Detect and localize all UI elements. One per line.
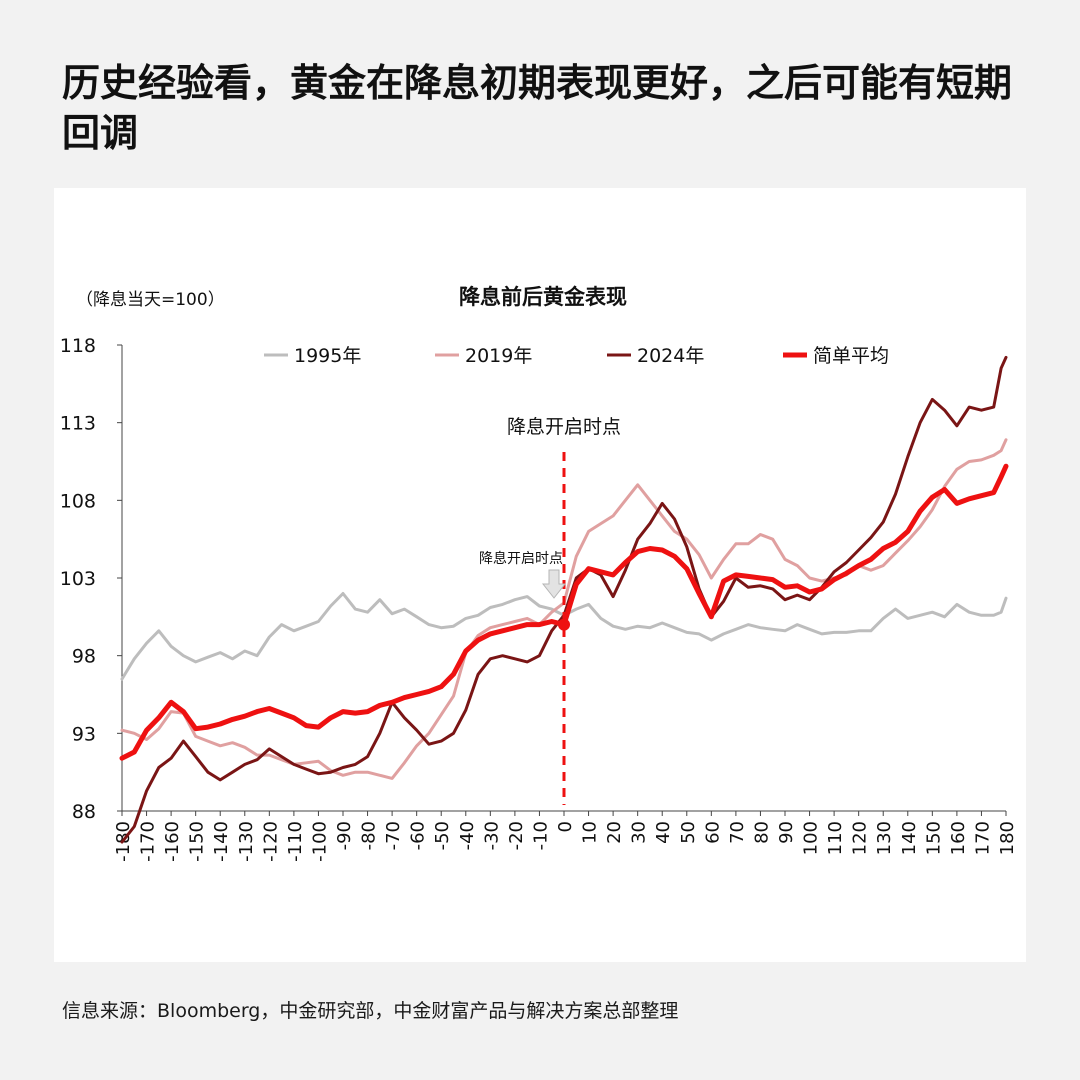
x-tick-label: -160 — [162, 821, 183, 862]
x-tick-label: -70 — [383, 821, 404, 850]
x-tick-label: -40 — [457, 821, 478, 850]
chart-card: 降息前后黄金表现 （降息当天=100） 88 93 98 103 108 113 118 -1… — [54, 188, 1026, 962]
x-tick-label: 60 — [702, 821, 723, 844]
x-tick-label: 180 — [997, 821, 1018, 855]
legend-label: 2024年 — [637, 345, 704, 367]
x-tick-label: 110 — [825, 821, 846, 855]
x-tick-label: 140 — [899, 821, 920, 855]
y-tick-label: 98 — [72, 646, 96, 668]
x-tick-label: -140 — [211, 821, 232, 862]
x-tick-label: 160 — [948, 821, 969, 855]
x-tick-label: -170 — [138, 821, 159, 862]
x-tick-label: 100 — [801, 821, 822, 855]
x-tick-label: -110 — [285, 821, 306, 862]
page-headline: 历史经验看，黄金在降息初期表现更好，之后可能有短期回调 — [62, 61, 1013, 155]
chart-legend: 1995年 2019年 2024年 简单平均 — [264, 345, 889, 367]
x-tick-label: -100 — [309, 821, 330, 862]
x-tick-label: -150 — [187, 821, 208, 862]
cut-point-marker — [558, 618, 570, 631]
x-tick-label: 130 — [874, 821, 895, 855]
x-tick-label: 80 — [751, 821, 772, 844]
down-arrow-icon — [541, 569, 567, 599]
x-tick-label: -50 — [432, 821, 453, 850]
x-tick-label: 170 — [972, 821, 993, 855]
series-line — [120, 438, 1008, 780]
x-tick-label: -130 — [236, 821, 257, 862]
x-tick-label: 70 — [727, 821, 748, 844]
y-tick-label: 103 — [60, 568, 96, 590]
x-tick-label: 30 — [629, 821, 650, 844]
x-tick-label: 20 — [604, 821, 625, 844]
y-tick-label: 88 — [72, 801, 96, 823]
series-line — [119, 463, 1009, 761]
legend-label: 1995年 — [294, 345, 361, 367]
chart-title: 降息前后黄金表现 — [459, 285, 627, 309]
x-tick-label: -80 — [359, 821, 380, 850]
x-tick-label: -120 — [260, 821, 281, 862]
x-tick-label: 150 — [923, 821, 944, 855]
x-tick-label: -10 — [530, 821, 551, 850]
x-tick-label: -60 — [408, 821, 429, 850]
cut-line-label: 降息开启时点 — [507, 416, 621, 438]
y-tick-label: 118 — [60, 335, 96, 357]
y-tick-label: 93 — [72, 723, 96, 745]
legend-label: 2019年 — [465, 345, 532, 367]
chart-lines — [119, 355, 1009, 844]
x-tick-label: 10 — [580, 821, 601, 844]
unit-note: （降息当天=100） — [76, 290, 225, 310]
x-tick-label: 0 — [555, 821, 576, 832]
legend-label: 简单平均 — [813, 345, 889, 367]
x-tick-label: -20 — [506, 821, 527, 850]
x-tick-label: 50 — [678, 821, 699, 844]
x-tick-label: 40 — [653, 821, 674, 844]
cut-arrow-label: 降息开启时点 — [479, 550, 563, 567]
y-tick-label: 108 — [60, 490, 96, 512]
x-tick-label: 90 — [776, 821, 797, 844]
x-tick-label: -30 — [481, 821, 502, 850]
y-tick-label: 113 — [60, 413, 96, 435]
source-note: 信息来源：Bloomberg，中金研究部，中金财富产品与解决方案总部整理 — [62, 1000, 679, 1022]
x-tick-label: 120 — [850, 821, 871, 855]
gold-chart: 降息前后黄金表现 （降息当天=100） 88 93 98 103 108 113 118 -1… — [60, 285, 1018, 862]
x-tick-label: -90 — [334, 821, 355, 850]
